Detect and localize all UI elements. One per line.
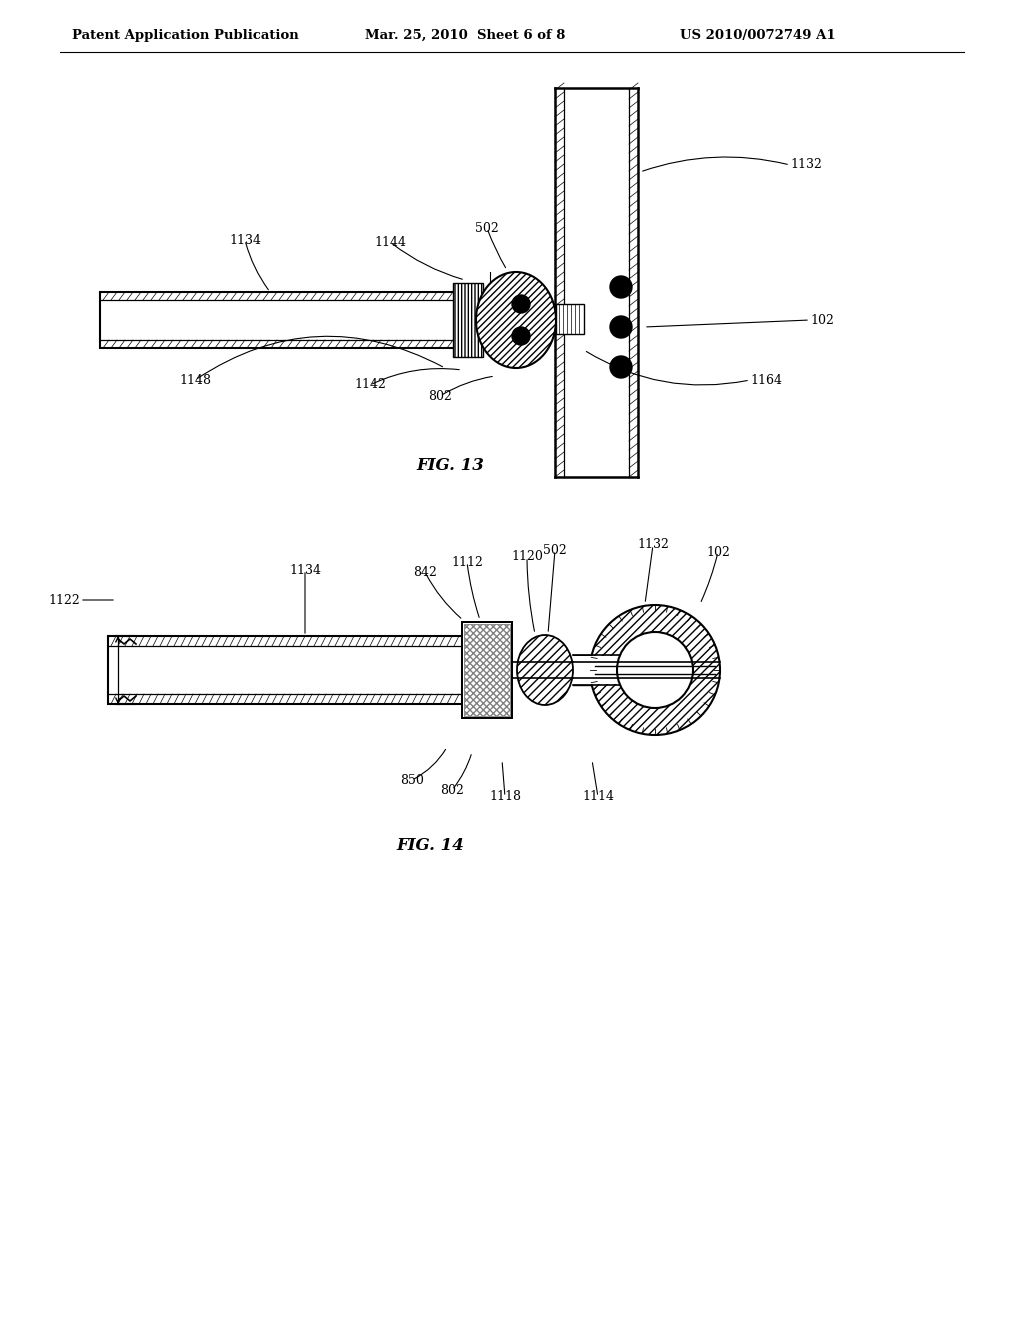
Circle shape xyxy=(610,315,632,338)
Text: 1148: 1148 xyxy=(179,374,211,387)
Text: 802: 802 xyxy=(440,784,464,796)
Text: 1122: 1122 xyxy=(48,594,80,606)
Text: Patent Application Publication: Patent Application Publication xyxy=(72,29,299,41)
Text: 1134: 1134 xyxy=(229,234,261,247)
Text: 1132: 1132 xyxy=(790,158,822,172)
Text: 1120: 1120 xyxy=(511,550,543,564)
Bar xyxy=(462,622,512,718)
Text: 1144: 1144 xyxy=(374,235,406,248)
Text: 502: 502 xyxy=(475,222,499,235)
Circle shape xyxy=(617,632,693,708)
Text: 1114: 1114 xyxy=(582,791,614,804)
Bar xyxy=(108,636,462,704)
Text: Mar. 25, 2010  Sheet 6 of 8: Mar. 25, 2010 Sheet 6 of 8 xyxy=(365,29,565,41)
Text: 1118: 1118 xyxy=(489,791,521,804)
Ellipse shape xyxy=(517,635,573,705)
Circle shape xyxy=(512,294,530,313)
Circle shape xyxy=(610,276,632,298)
Text: 802: 802 xyxy=(428,389,452,403)
Text: 1132: 1132 xyxy=(637,539,669,552)
Text: US 2010/0072749 A1: US 2010/0072749 A1 xyxy=(680,29,836,41)
Text: 1134: 1134 xyxy=(289,564,321,577)
Circle shape xyxy=(590,605,720,735)
Text: 502: 502 xyxy=(543,544,567,557)
Text: 850: 850 xyxy=(400,774,424,787)
Text: 842: 842 xyxy=(413,565,437,578)
Text: 102: 102 xyxy=(707,545,730,558)
Bar xyxy=(464,624,510,715)
Bar xyxy=(453,282,483,356)
Text: FIG. 14: FIG. 14 xyxy=(396,837,464,854)
Text: 102: 102 xyxy=(810,314,834,326)
Circle shape xyxy=(512,327,530,345)
Text: 1164: 1164 xyxy=(750,374,782,387)
Bar xyxy=(462,622,512,718)
Text: FIG. 13: FIG. 13 xyxy=(416,457,484,474)
Bar xyxy=(100,292,480,348)
Ellipse shape xyxy=(476,272,556,368)
Bar xyxy=(556,304,584,334)
Text: 1112: 1112 xyxy=(451,556,483,569)
Bar xyxy=(572,656,656,684)
Text: 1142: 1142 xyxy=(354,379,386,392)
Circle shape xyxy=(610,356,632,378)
